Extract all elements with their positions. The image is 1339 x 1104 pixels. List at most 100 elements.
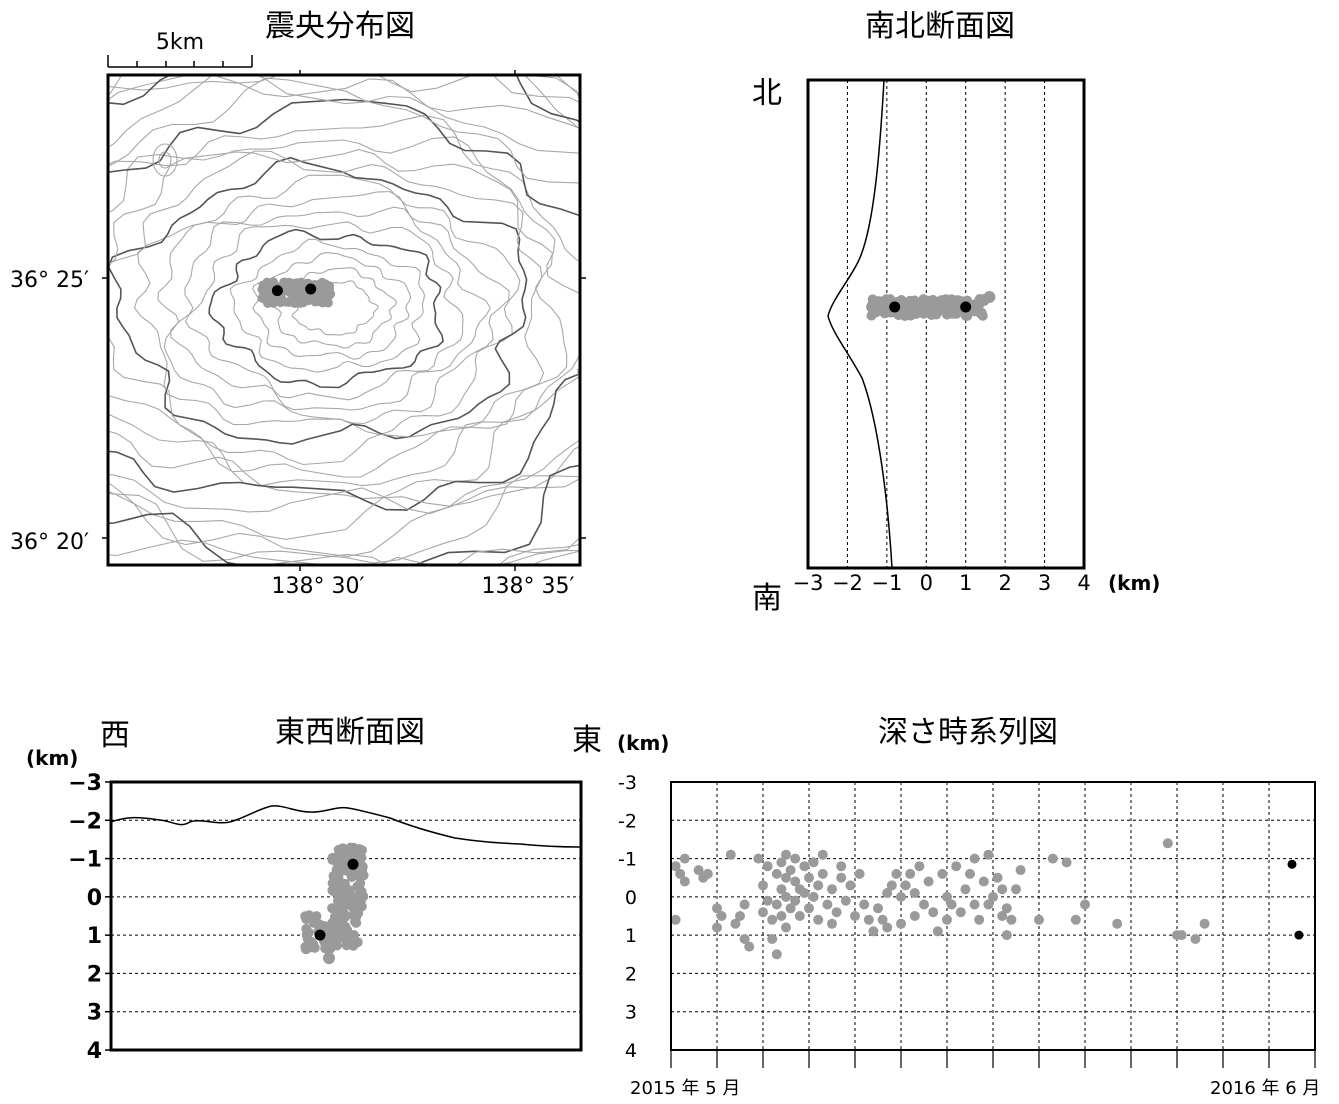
ew-old-event <box>327 918 338 929</box>
map-old-event <box>280 284 290 294</box>
contour-line <box>108 77 580 515</box>
index-contour <box>108 75 580 565</box>
ts-old-event <box>978 876 989 887</box>
ns-grid <box>846 80 1046 568</box>
ts-old-event <box>771 899 782 910</box>
ts-old-event <box>965 868 975 879</box>
ew-old-event <box>350 916 360 927</box>
south-label: 南 <box>752 581 782 616</box>
ew-old-event <box>335 895 346 905</box>
map-new-event <box>305 283 317 295</box>
map-events <box>257 277 336 308</box>
ew-events <box>300 842 369 965</box>
ts-old-event <box>758 880 768 891</box>
ts-old-event <box>1034 914 1044 925</box>
ts-old-event <box>739 934 750 944</box>
ew-old-event <box>323 952 335 965</box>
ts-old-event <box>896 918 906 929</box>
ts-old-event <box>1112 918 1123 929</box>
map-old-event <box>266 292 276 302</box>
ns-old-event <box>977 310 988 321</box>
ts-old-event <box>813 914 824 925</box>
ts-old-event <box>827 918 837 929</box>
ns-tick-label: −2 <box>832 571 863 595</box>
ns-events <box>866 291 996 321</box>
ts-old-event <box>946 899 957 910</box>
ts-old-event <box>790 876 801 887</box>
ts-old-event <box>877 914 888 925</box>
ew-old-event <box>339 933 350 944</box>
lon-label-3035: 138° 35′ <box>482 574 575 599</box>
contour-line <box>497 549 580 565</box>
ew-old-event <box>301 914 312 925</box>
ew-title: 東西断面図 <box>275 715 425 750</box>
ts-old-event <box>1080 899 1090 910</box>
ts-old-event <box>702 868 713 879</box>
ts-grid <box>671 782 1315 1050</box>
ts-old-event <box>905 868 916 879</box>
index-contour <box>108 98 580 511</box>
ns-tick-label: −3 <box>793 571 824 595</box>
ts-old-event <box>790 853 801 864</box>
ts-old-event <box>730 918 741 929</box>
ts-old-event <box>951 861 962 872</box>
ew-old-event <box>353 902 364 913</box>
ts-old-event <box>781 891 791 902</box>
ts-old-event <box>799 888 810 898</box>
ns-tick-label: 1 <box>959 571 972 595</box>
ns-old-event <box>930 299 941 309</box>
index-contour <box>108 156 528 445</box>
ts-tick-label: -3 <box>618 772 637 794</box>
ts-old-event <box>854 868 865 879</box>
ew-old-event <box>341 849 352 860</box>
ts-old-event <box>771 949 782 960</box>
ts-old-event <box>670 861 681 872</box>
ew-old-event <box>344 897 355 908</box>
ns-tick-label: 4 <box>1077 571 1090 595</box>
ts-old-event <box>790 895 801 906</box>
ew-old-event <box>301 929 312 940</box>
ts-old-event <box>960 884 971 895</box>
ts-old-event <box>983 899 994 910</box>
ts-new-event <box>1294 930 1304 940</box>
ts-old-event <box>1070 914 1081 925</box>
ts-old-event <box>983 849 994 860</box>
ts-old-event <box>781 849 791 860</box>
ts-old-event <box>909 888 920 898</box>
east-label: 東 <box>572 723 602 758</box>
ts-old-event <box>1006 914 1017 925</box>
ts-old-event <box>969 899 980 910</box>
ts-old-event <box>679 853 690 864</box>
ts-old-event <box>942 914 952 925</box>
ts-old-event <box>827 884 837 895</box>
ts-old-event <box>863 914 874 925</box>
ts-old-event <box>886 880 897 891</box>
ns-new-event <box>960 301 972 313</box>
ts-new-event <box>1287 859 1297 869</box>
ts-end-label: 2016 年 6 月 <box>1210 1078 1320 1099</box>
ns-old-event <box>942 309 952 320</box>
contour-line <box>291 280 379 336</box>
ts-old-event <box>969 853 980 864</box>
ts-old-event <box>744 941 755 952</box>
ts-old-event <box>771 868 782 879</box>
ts-old-event <box>909 911 920 921</box>
ts-tick-label: 2 <box>625 963 637 985</box>
ts-old-event <box>822 899 833 910</box>
contour-line <box>108 136 580 487</box>
ts-old-event <box>1162 838 1173 849</box>
ts-old-event <box>785 903 796 914</box>
ts-old-event <box>896 891 906 902</box>
ts-old-event <box>923 876 934 887</box>
ts-old-event <box>776 884 787 895</box>
ns-old-event <box>969 306 980 317</box>
ns-new-event <box>889 301 901 313</box>
ts-tick-label: 4 <box>625 1040 637 1062</box>
ew-old-event <box>325 934 336 944</box>
ts-old-event <box>735 911 745 921</box>
ts-old-event <box>817 849 828 860</box>
ew-old-event <box>355 878 366 889</box>
depth-timeseries-panel: 深さ時系列図 (km) -3 -2 -1 0 1 2 3 4 2015 年 5 月 2016 … <box>617 715 1320 1099</box>
ts-old-event <box>1199 918 1210 929</box>
index-contour <box>208 228 444 389</box>
